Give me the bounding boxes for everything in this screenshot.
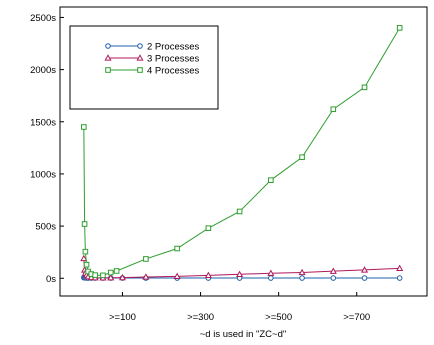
legend-entry: 3 Processes (104, 54, 200, 65)
legend-marker (105, 67, 111, 73)
legend-marker (137, 43, 143, 49)
data-point (330, 106, 337, 113)
data-point (204, 271, 212, 279)
x-tick-label: >=700 (343, 312, 370, 323)
data-point (142, 273, 150, 280)
legend-label: 2 Processes (147, 42, 200, 53)
legend-marker (136, 54, 144, 61)
legend-entry: 2 Processes (105, 42, 200, 53)
y-tick-label: 1500s (30, 117, 56, 128)
data-point (143, 256, 149, 262)
legend-marker (137, 67, 143, 73)
data-point (173, 272, 181, 280)
legend-marker (105, 43, 111, 49)
y-tick-label: 2500s (30, 13, 56, 24)
legend-label: 3 Processes (147, 54, 200, 65)
series-layer (80, 25, 404, 281)
x-axis-title: ~d is used in "ZC~d" (200, 329, 286, 340)
x-tick-label: >=300 (187, 312, 214, 323)
data-point (113, 268, 120, 274)
legend-label: 4 Processes (147, 66, 200, 77)
legend-box (69, 25, 219, 110)
data-point (329, 267, 337, 274)
data-point (298, 268, 306, 276)
y-tick-label: 1000s (30, 169, 56, 180)
x-axis-ticks: >=100 >=300 >=500 >=700 (109, 292, 370, 323)
data-point (396, 25, 403, 31)
legend-entry: 4 Processes (105, 66, 200, 77)
data-point (299, 275, 305, 281)
data-point (205, 225, 212, 231)
data-point (396, 275, 403, 281)
data-point (268, 177, 274, 183)
data-point (330, 275, 337, 281)
data-point (82, 248, 89, 255)
data-point (361, 84, 368, 91)
data-point (92, 272, 98, 278)
data-point (236, 270, 244, 277)
legend-marker (104, 54, 112, 61)
data-point (80, 254, 88, 262)
y-axis-ticks: 0s 500s 1000s 1500s 2000s 2500s (30, 13, 64, 285)
data-point (396, 264, 404, 272)
data-point (100, 272, 106, 279)
data-point (299, 154, 305, 161)
data-point (118, 273, 127, 281)
data-point (107, 269, 114, 276)
data-point (361, 275, 368, 281)
data-point (81, 221, 88, 227)
data-point (107, 274, 115, 281)
data-point (236, 208, 243, 215)
data-point (268, 275, 274, 281)
y-tick-label: 0s (46, 274, 56, 285)
series-3 (81, 25, 403, 279)
data-point (174, 245, 180, 252)
data-point (267, 269, 275, 276)
y-tick-label: 2000s (30, 65, 56, 76)
data-point (360, 266, 369, 273)
data-point (81, 124, 87, 130)
data-point (83, 261, 90, 268)
y-tick-label: 500s (35, 222, 56, 233)
x-tick-label: >=100 (109, 312, 136, 323)
x-tick-label: >=500 (265, 312, 292, 323)
